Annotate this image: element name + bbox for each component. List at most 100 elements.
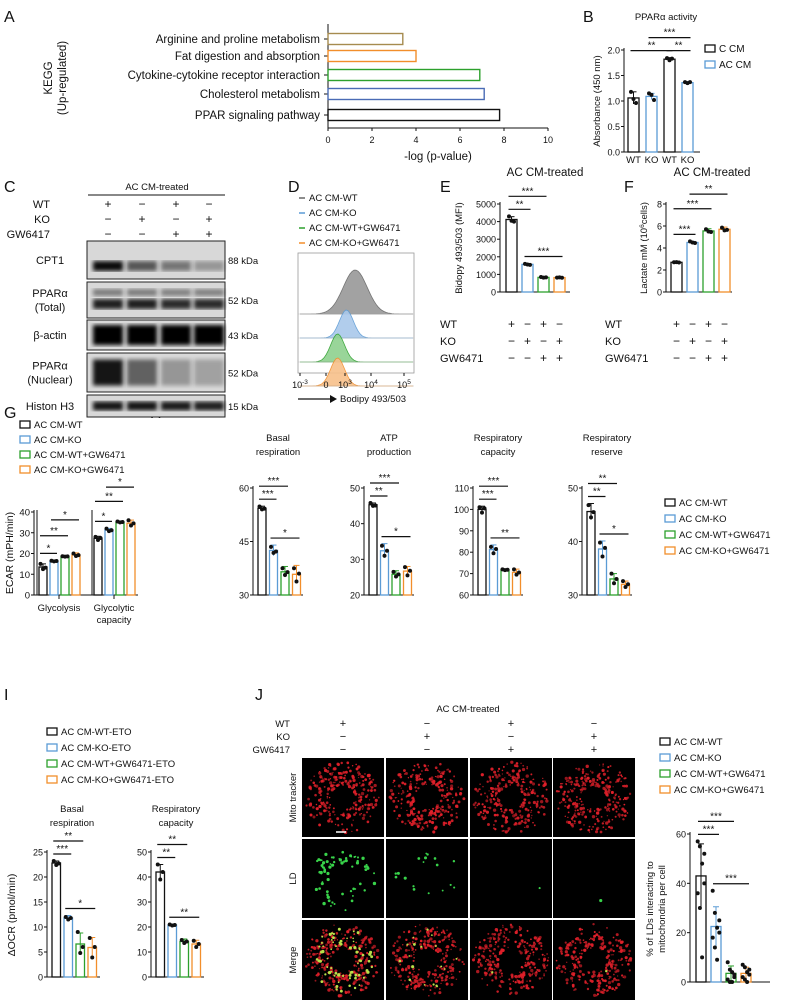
mito-signal: [540, 948, 543, 951]
mito-signal: [590, 937, 592, 940]
mito-signal: [355, 792, 357, 795]
mito-signal: [543, 973, 545, 975]
mito-signal: [319, 812, 323, 816]
mito-signal: [494, 801, 498, 805]
data-point: [491, 551, 496, 556]
data-point: [710, 888, 715, 893]
mito-signal: [621, 963, 624, 966]
ld-signal: [318, 887, 321, 890]
mito-signal: [357, 967, 360, 970]
mito-signal: [611, 960, 614, 963]
mito-signal: [434, 986, 437, 989]
mito-signal: [413, 817, 417, 822]
mito-signal: [317, 947, 320, 950]
mito-signal: [481, 815, 484, 819]
mito-signal: [542, 780, 544, 783]
ld-signal: [325, 860, 329, 864]
y-tick-label: 20: [676, 928, 686, 938]
mito-signal: [446, 945, 450, 949]
bar: [38, 566, 48, 596]
mito-signal: [352, 801, 356, 805]
mito-signal: [306, 956, 309, 958]
mito-signal: [393, 942, 397, 945]
mito-signal: [400, 979, 402, 981]
mito-signal: [365, 957, 369, 960]
mito-signal: [572, 951, 576, 954]
data-point: [373, 503, 378, 508]
y-tick-label: 40: [350, 519, 360, 529]
mito-signal: [515, 762, 519, 765]
mito-signal: [617, 808, 619, 810]
mito-signal: [307, 797, 310, 801]
mito-signal: [594, 830, 599, 834]
mito-signal: [406, 809, 408, 812]
ld-signal: [411, 965, 415, 969]
data-point: [494, 546, 498, 551]
ld-signal: [433, 857, 437, 860]
mito-signal: [370, 789, 373, 792]
mito-signal: [594, 823, 597, 826]
mito-signal: [534, 966, 537, 969]
mito-signal: [502, 926, 504, 928]
mito-signal: [555, 959, 558, 962]
ld-signal: [366, 970, 370, 974]
mito-signal: [334, 969, 338, 973]
mito-signal: [561, 782, 564, 785]
mito-signal: [325, 929, 328, 932]
mito-signal: [629, 957, 632, 959]
mito-signal: [314, 979, 317, 982]
ld-signal: [354, 888, 357, 890]
sign: −: [689, 351, 696, 365]
ld-signal: [449, 883, 452, 886]
mito-signal: [498, 782, 501, 785]
mito-signal: [502, 829, 505, 832]
mito-signal: [488, 973, 492, 977]
mito-signal: [510, 973, 514, 977]
significance-label: *: [63, 510, 67, 521]
image-background: [302, 920, 384, 1000]
ld-signal: [357, 973, 361, 977]
mito-signal: [361, 978, 365, 982]
mito-signal: [396, 817, 399, 820]
mito-signal: [442, 972, 444, 975]
mito-signal: [374, 964, 377, 967]
mito-signal: [575, 767, 577, 770]
mito-signal: [452, 796, 454, 799]
mito-signal: [351, 774, 355, 778]
data-point: [482, 506, 487, 511]
mito-signal: [322, 928, 325, 932]
mito-signal: [427, 976, 429, 978]
legend-label: AC CM-WT: [34, 420, 83, 431]
mito-signal: [442, 823, 446, 827]
mito-signal: [581, 784, 584, 787]
mito-signal: [566, 795, 569, 798]
mito-signal: [478, 788, 481, 791]
mito-signal: [340, 776, 343, 779]
mito-signal: [325, 947, 328, 950]
mito-signal: [411, 947, 414, 950]
mito-signal: [606, 786, 610, 790]
bar: [586, 510, 596, 596]
band: [161, 299, 191, 309]
mito-signal: [563, 790, 566, 794]
significance-label: ***: [687, 199, 699, 210]
ld-signal: [332, 932, 336, 936]
data-point: [382, 553, 387, 558]
y-tick-label: 50: [137, 848, 147, 858]
mito-signal: [323, 777, 326, 780]
mito-signal: [564, 954, 567, 957]
sign: −: [591, 718, 597, 730]
mito-signal: [331, 977, 334, 981]
band: [127, 325, 157, 345]
data-point: [715, 957, 720, 962]
chart-B: 0.00.51.01.52.0 ** *****: [607, 28, 700, 158]
mito-signal: [413, 971, 415, 973]
mito-signal: [333, 990, 335, 992]
mito-signal: [349, 769, 352, 773]
sign: +: [172, 197, 179, 211]
mito-signal: [323, 802, 326, 805]
mito-signal: [607, 766, 610, 769]
mito-signal: [365, 946, 367, 949]
image-background: [470, 839, 552, 918]
mito-signal: [412, 769, 415, 772]
